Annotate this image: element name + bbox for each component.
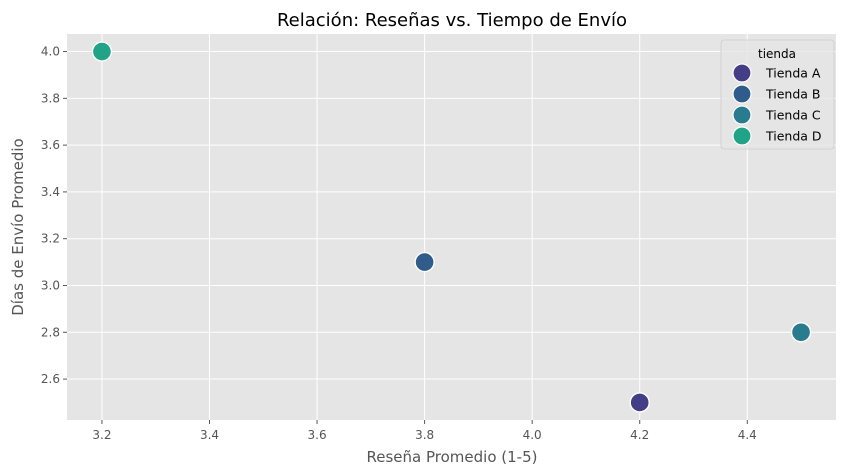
- legend-marker: [732, 84, 752, 104]
- legend-label: Tienda B: [765, 87, 820, 102]
- x-tick-label: 3.2: [92, 428, 111, 442]
- data-points: [91, 41, 812, 413]
- legend-label: Tienda C: [765, 108, 821, 123]
- chart-title: Relación: Reseñas vs. Tiempo de Envío: [277, 10, 627, 31]
- data-point-tienda-a: [629, 392, 650, 413]
- x-tick-label: 4.0: [523, 428, 542, 442]
- y-tick-label: 3.6: [41, 138, 60, 152]
- legend-marker: [732, 63, 752, 83]
- legend-title: tienda: [758, 47, 796, 61]
- y-tick-label: 4.0: [41, 45, 60, 59]
- grid-lines: [67, 34, 836, 420]
- y-tick-label: 3.8: [41, 91, 60, 105]
- y-axis-ticks: 2.6 2.8 3.0 3.2 3.4 3.6 3.8 4.0: [41, 45, 67, 386]
- x-tick-label: 4.2: [630, 428, 649, 442]
- y-tick-label: 3.2: [41, 232, 60, 246]
- x-axis-label: Reseña Promedio (1-5): [367, 448, 538, 466]
- x-axis-ticks: 3.2 3.4 3.6 3.8 4.0 4.2 4.4: [92, 420, 757, 442]
- y-axis-label: Días de Envío Promedio: [9, 138, 27, 316]
- x-tick-label: 3.4: [200, 428, 219, 442]
- x-tick-label: 3.8: [415, 428, 434, 442]
- x-tick-label: 3.6: [308, 428, 327, 442]
- y-tick-label: 3.0: [41, 278, 60, 292]
- legend-marker: [732, 105, 752, 125]
- y-tick-label: 3.4: [41, 185, 60, 199]
- legend: tienda Tienda A Tienda B Tienda C Tienda D: [720, 39, 835, 150]
- x-tick-label: 4.4: [738, 428, 757, 442]
- y-tick-label: 2.6: [41, 372, 60, 386]
- legend-marker: [732, 126, 752, 146]
- data-point-tienda-d: [91, 41, 113, 62]
- y-tick-label: 2.8: [41, 325, 60, 339]
- legend-items: Tienda A Tienda B Tienda C Tienda D: [732, 63, 822, 146]
- legend-label: Tienda D: [765, 129, 822, 144]
- data-point-tienda-b: [414, 251, 435, 273]
- legend-label: Tienda A: [765, 66, 821, 81]
- data-point-tienda-c: [790, 322, 812, 343]
